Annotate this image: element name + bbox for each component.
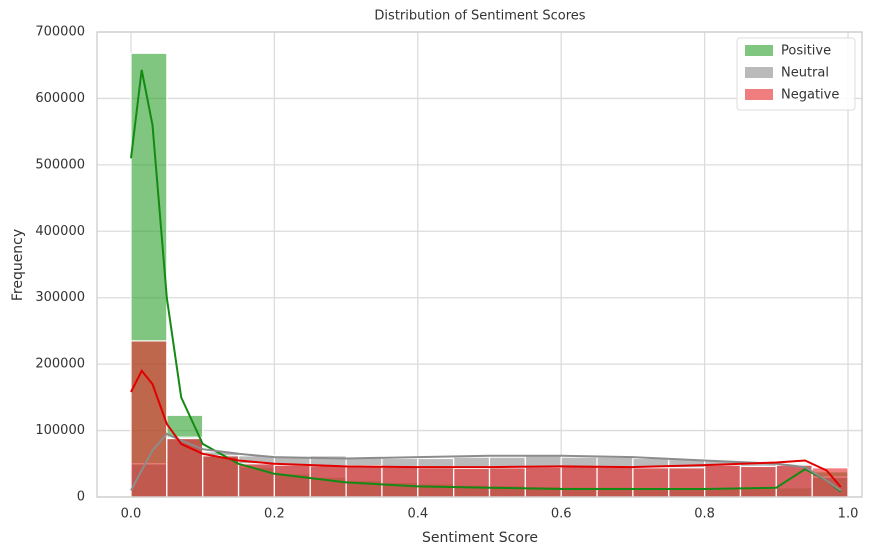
histogram-bar <box>417 467 455 498</box>
y-tick-label: 400000 <box>35 224 85 239</box>
y-axis-label: Frequency <box>10 229 26 301</box>
x-axis-label: Sentiment Score <box>422 530 538 546</box>
y-tick-label: 500000 <box>35 157 85 172</box>
y-tick-label: 100000 <box>35 423 85 438</box>
chart-title: Distribution of Sentiment Scores <box>374 9 585 24</box>
legend-label: Positive <box>781 44 831 59</box>
legend-swatch <box>745 45 773 56</box>
y-tick-label: 700000 <box>35 25 85 40</box>
histogram-bar <box>704 464 742 498</box>
histogram-bar <box>345 465 383 498</box>
legend-label: Neutral <box>781 66 829 81</box>
y-tick-label: 300000 <box>35 290 85 305</box>
kde-line <box>130 368 842 488</box>
histogram-bar <box>488 467 526 498</box>
histogram-bar <box>596 466 634 498</box>
y-tick-label: 600000 <box>35 91 85 106</box>
histogram-bar <box>632 467 670 498</box>
histogram-bar <box>524 466 562 498</box>
y-tick-label: 0 <box>77 490 85 505</box>
histogram-bar <box>166 437 204 498</box>
histogram-bar <box>381 466 419 498</box>
legend-swatch <box>745 67 773 78</box>
histogram-bar <box>273 464 311 498</box>
histogram-bar <box>130 340 168 498</box>
x-tick-label: 1.0 <box>838 507 859 522</box>
kde-line <box>130 69 842 493</box>
x-tick-label: 0.0 <box>121 507 142 522</box>
plot-frame <box>96 31 863 498</box>
histogram-bar <box>560 465 598 498</box>
y-tick-label: 200000 <box>35 357 85 372</box>
x-tick-label: 0.4 <box>407 507 428 522</box>
x-tick-label: 0.2 <box>264 507 285 522</box>
histogram-bar <box>453 467 491 498</box>
histogram-bar <box>739 465 777 498</box>
histogram-bar <box>668 467 706 498</box>
histogram-bar <box>202 455 240 498</box>
legend-swatch <box>745 89 773 100</box>
legend-label: Negative <box>781 88 839 103</box>
x-tick-label: 0.6 <box>551 507 572 522</box>
x-tick-label: 0.8 <box>694 507 715 522</box>
kde-line <box>130 432 842 492</box>
